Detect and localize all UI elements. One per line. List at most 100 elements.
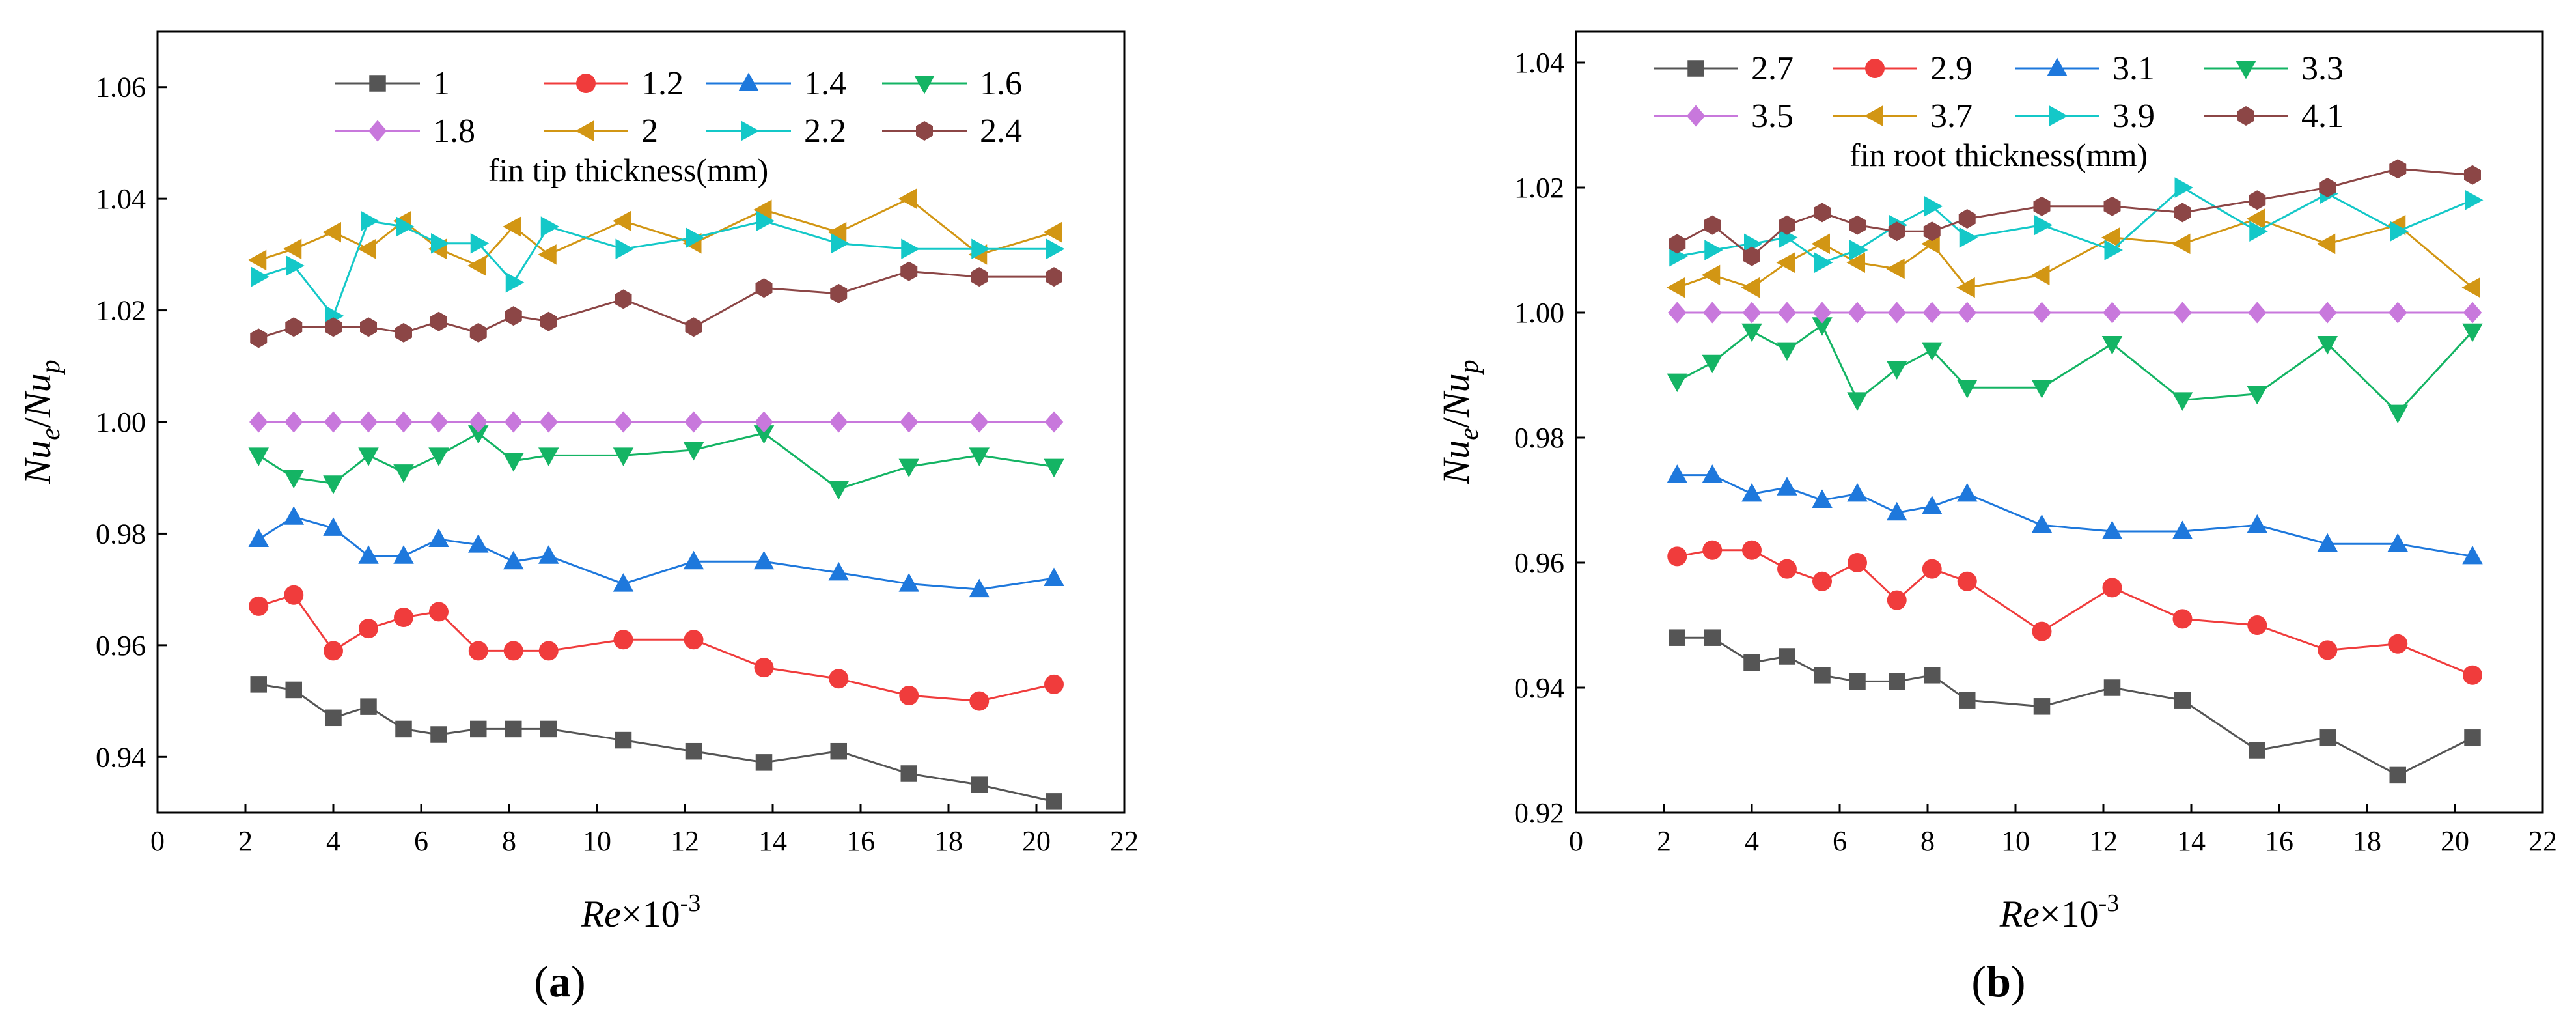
data-point-4.1: [2464, 165, 2481, 185]
data-point-3.9: [1924, 196, 1943, 217]
x-tick-label: 8: [502, 825, 516, 857]
data-point-2.7: [1814, 667, 1831, 684]
data-point-2: [1043, 221, 1062, 243]
x-tick-label: 14: [2177, 825, 2206, 857]
data-point-1.4: [753, 550, 775, 570]
data-point-3.5: [1848, 302, 1867, 324]
series-line-3.1: [1677, 474, 2473, 557]
data-point-3.5: [1703, 302, 1722, 324]
data-point-1: [360, 698, 377, 715]
data-point-1.6: [358, 447, 379, 466]
data-point-3.7: [1886, 259, 1905, 279]
y-axis-title-num: Nu: [1435, 440, 1477, 485]
data-point-2.7: [2319, 729, 2336, 746]
data-point-2.7: [2033, 698, 2051, 715]
data-point-1.2: [829, 669, 849, 689]
x-tick-label: 6: [1833, 825, 1847, 857]
data-point-1: [685, 742, 702, 760]
chart-panel-a: 0 2 4 6 8 10 12 14 16 18 20 22 0.94 0.96 0.98 1.00 1.02 1…: [0, 0, 1276, 1025]
data-point-3.7: [2172, 233, 2191, 255]
data-point-2.9: [1922, 559, 1942, 579]
data-point-1.4: [428, 528, 449, 547]
data-point-1.4: [503, 550, 524, 570]
series-line-4.1: [1676, 167, 2473, 258]
legend-marker-4.1: [2237, 106, 2254, 126]
data-point-1: [470, 720, 487, 738]
data-point-3.9: [1814, 252, 1833, 273]
x-tick-label: 20: [1022, 825, 1051, 857]
legend-marker-1.4: [738, 72, 759, 91]
data-point-4.1: [2249, 190, 2266, 210]
data-point-2.9: [2388, 634, 2408, 654]
data-point-2.7: [2389, 766, 2406, 784]
data-point-2.4: [615, 289, 632, 309]
x-tick-label: 4: [326, 825, 340, 857]
data-point-1.8: [394, 411, 413, 433]
legend-label-2.9: 2.9: [1930, 50, 1973, 87]
x-axis-title: Re×10-3: [581, 890, 701, 935]
legend-marker-2.9: [1865, 59, 1885, 78]
data-point-1.2: [429, 602, 449, 622]
data-point-3.1: [2317, 533, 2338, 552]
data-point-1.8: [829, 411, 848, 433]
data-point-4.1: [1779, 215, 1795, 235]
data-point-3.7: [2461, 277, 2480, 298]
x-tick-label: 8: [1920, 825, 1935, 857]
data-point-3.3: [2462, 323, 2483, 343]
data-point-1.8: [755, 411, 773, 433]
panel-label-text: (a): [534, 957, 585, 1006]
data-point-1.6: [613, 447, 634, 466]
data-point-3.5: [1922, 302, 1941, 324]
data-point-3.1: [2101, 520, 2123, 539]
data-point-2.9: [2463, 665, 2482, 685]
data-point-1.4: [323, 517, 344, 536]
legend-label-2.7: 2.7: [1751, 50, 1794, 87]
data-point-2.2: [540, 216, 560, 237]
data-point-1.8: [539, 411, 558, 433]
y-axis-title: Nue/Nup: [16, 359, 66, 484]
y-axis-title-den-sub: p: [36, 359, 66, 375]
legend-label-1.6: 1.6: [980, 65, 1022, 102]
y-tick-label: 0.94: [96, 741, 146, 773]
y-tick-label: 0.98: [1514, 422, 1564, 454]
y-tick-label: 1.00: [1514, 297, 1564, 329]
data-point-2.4: [1046, 267, 1062, 287]
x-tick-label: 0: [1569, 825, 1583, 857]
data-point-4.1: [1958, 209, 1976, 229]
data-point-3.1: [1922, 496, 1943, 514]
data-point-3.7: [1701, 264, 1721, 286]
series-line-1.2: [258, 593, 1055, 703]
data-point-1.8: [614, 411, 633, 433]
data-point-3.3: [1887, 361, 1907, 380]
legend-marker-3.3: [2236, 61, 2256, 79]
data-point-2.7: [1669, 629, 1685, 646]
data-point-2.4: [285, 317, 303, 337]
data-point-3.1: [1847, 483, 1868, 502]
series-line-2.2: [258, 219, 1054, 318]
data-point-2: [503, 216, 521, 237]
data-point-2.4: [971, 267, 988, 287]
data-point-3.3: [1922, 342, 1943, 361]
data-point-1.2: [754, 658, 774, 678]
data-point-1.2: [359, 619, 378, 639]
data-point-2: [898, 188, 917, 209]
data-point-1.4: [538, 545, 559, 564]
legend-marker-3.1: [2047, 57, 2068, 76]
y-axis-title-num: Nu: [16, 440, 59, 485]
x-axis-title-main: Re: [1999, 893, 2040, 935]
data-point-3.5: [2248, 302, 2267, 324]
y-tick-label: 1.00: [96, 406, 146, 438]
data-point-1.8: [900, 411, 919, 433]
x-axis-title-exp: -3: [680, 890, 701, 917]
legend-title: fin root thickness(mm): [1849, 137, 2148, 173]
data-point-2.4: [469, 322, 487, 343]
data-point-1.2: [899, 686, 919, 705]
data-point-1.6: [428, 447, 449, 466]
data-point-1.4: [248, 528, 269, 547]
legend-label-1.4: 1.4: [804, 65, 846, 102]
series-line-1.4: [258, 516, 1055, 591]
chart-svg-a: 0 2 4 6 8 10 12 14 16 18 20 220.940.960.981.001.021…: [16, 30, 1139, 1006]
data-point-1.6: [969, 447, 990, 466]
data-point-1.2: [1044, 674, 1064, 694]
data-point-1.4: [683, 550, 704, 570]
